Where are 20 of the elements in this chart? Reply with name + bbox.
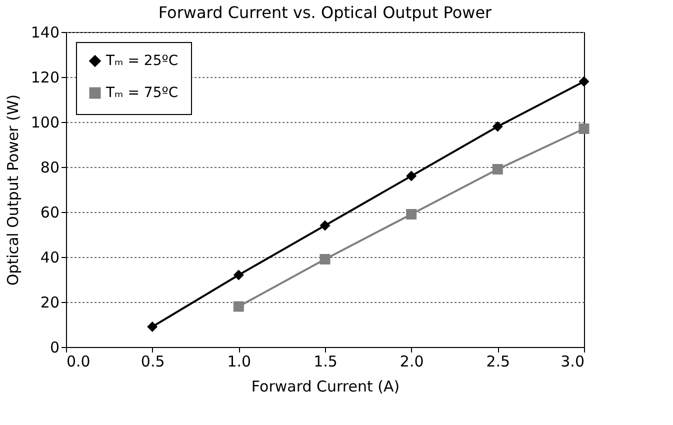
y-tick-label: 120: [30, 68, 60, 86]
y-tick-label: 80: [40, 158, 60, 176]
x-tick-label: 0.5: [140, 352, 165, 370]
y-axis-title: Optical Output Power (W): [4, 94, 22, 286]
y-tick-label: 0: [50, 338, 60, 356]
y-tick-label: 60: [40, 204, 60, 222]
x-tick-label: 3.0: [560, 352, 584, 370]
y-tick-label: 40: [40, 248, 60, 266]
x-tick-label: 2.5: [486, 352, 510, 370]
legend-label: Tₘ = 75ºC: [105, 85, 178, 101]
x-tick-label: 1.5: [314, 352, 338, 370]
x-axis-title: Forward Current (A): [251, 378, 400, 396]
x-tick-label: 2.0: [400, 352, 424, 370]
x-tick-label: 1.0: [227, 352, 252, 370]
y-tick-label: 20: [40, 294, 60, 312]
y-tick-label: 100: [30, 114, 60, 132]
legend-label: Tₘ = 25ºC: [105, 53, 178, 69]
x-tick-label: 0.0: [66, 352, 90, 370]
chart-title: Forward Current vs. Optical Output Power: [158, 3, 492, 22]
y-tick-label: 140: [30, 24, 60, 42]
